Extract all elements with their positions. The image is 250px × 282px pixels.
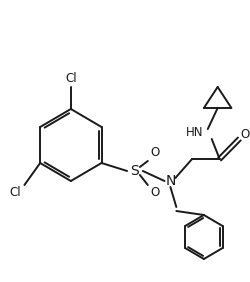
Text: O: O (240, 129, 250, 142)
Text: S: S (130, 164, 139, 178)
Text: O: O (150, 186, 159, 199)
Text: Cl: Cl (10, 186, 22, 199)
Text: N: N (165, 174, 175, 188)
Text: HN: HN (186, 127, 203, 140)
Text: O: O (150, 147, 159, 160)
Text: Cl: Cl (65, 72, 77, 85)
